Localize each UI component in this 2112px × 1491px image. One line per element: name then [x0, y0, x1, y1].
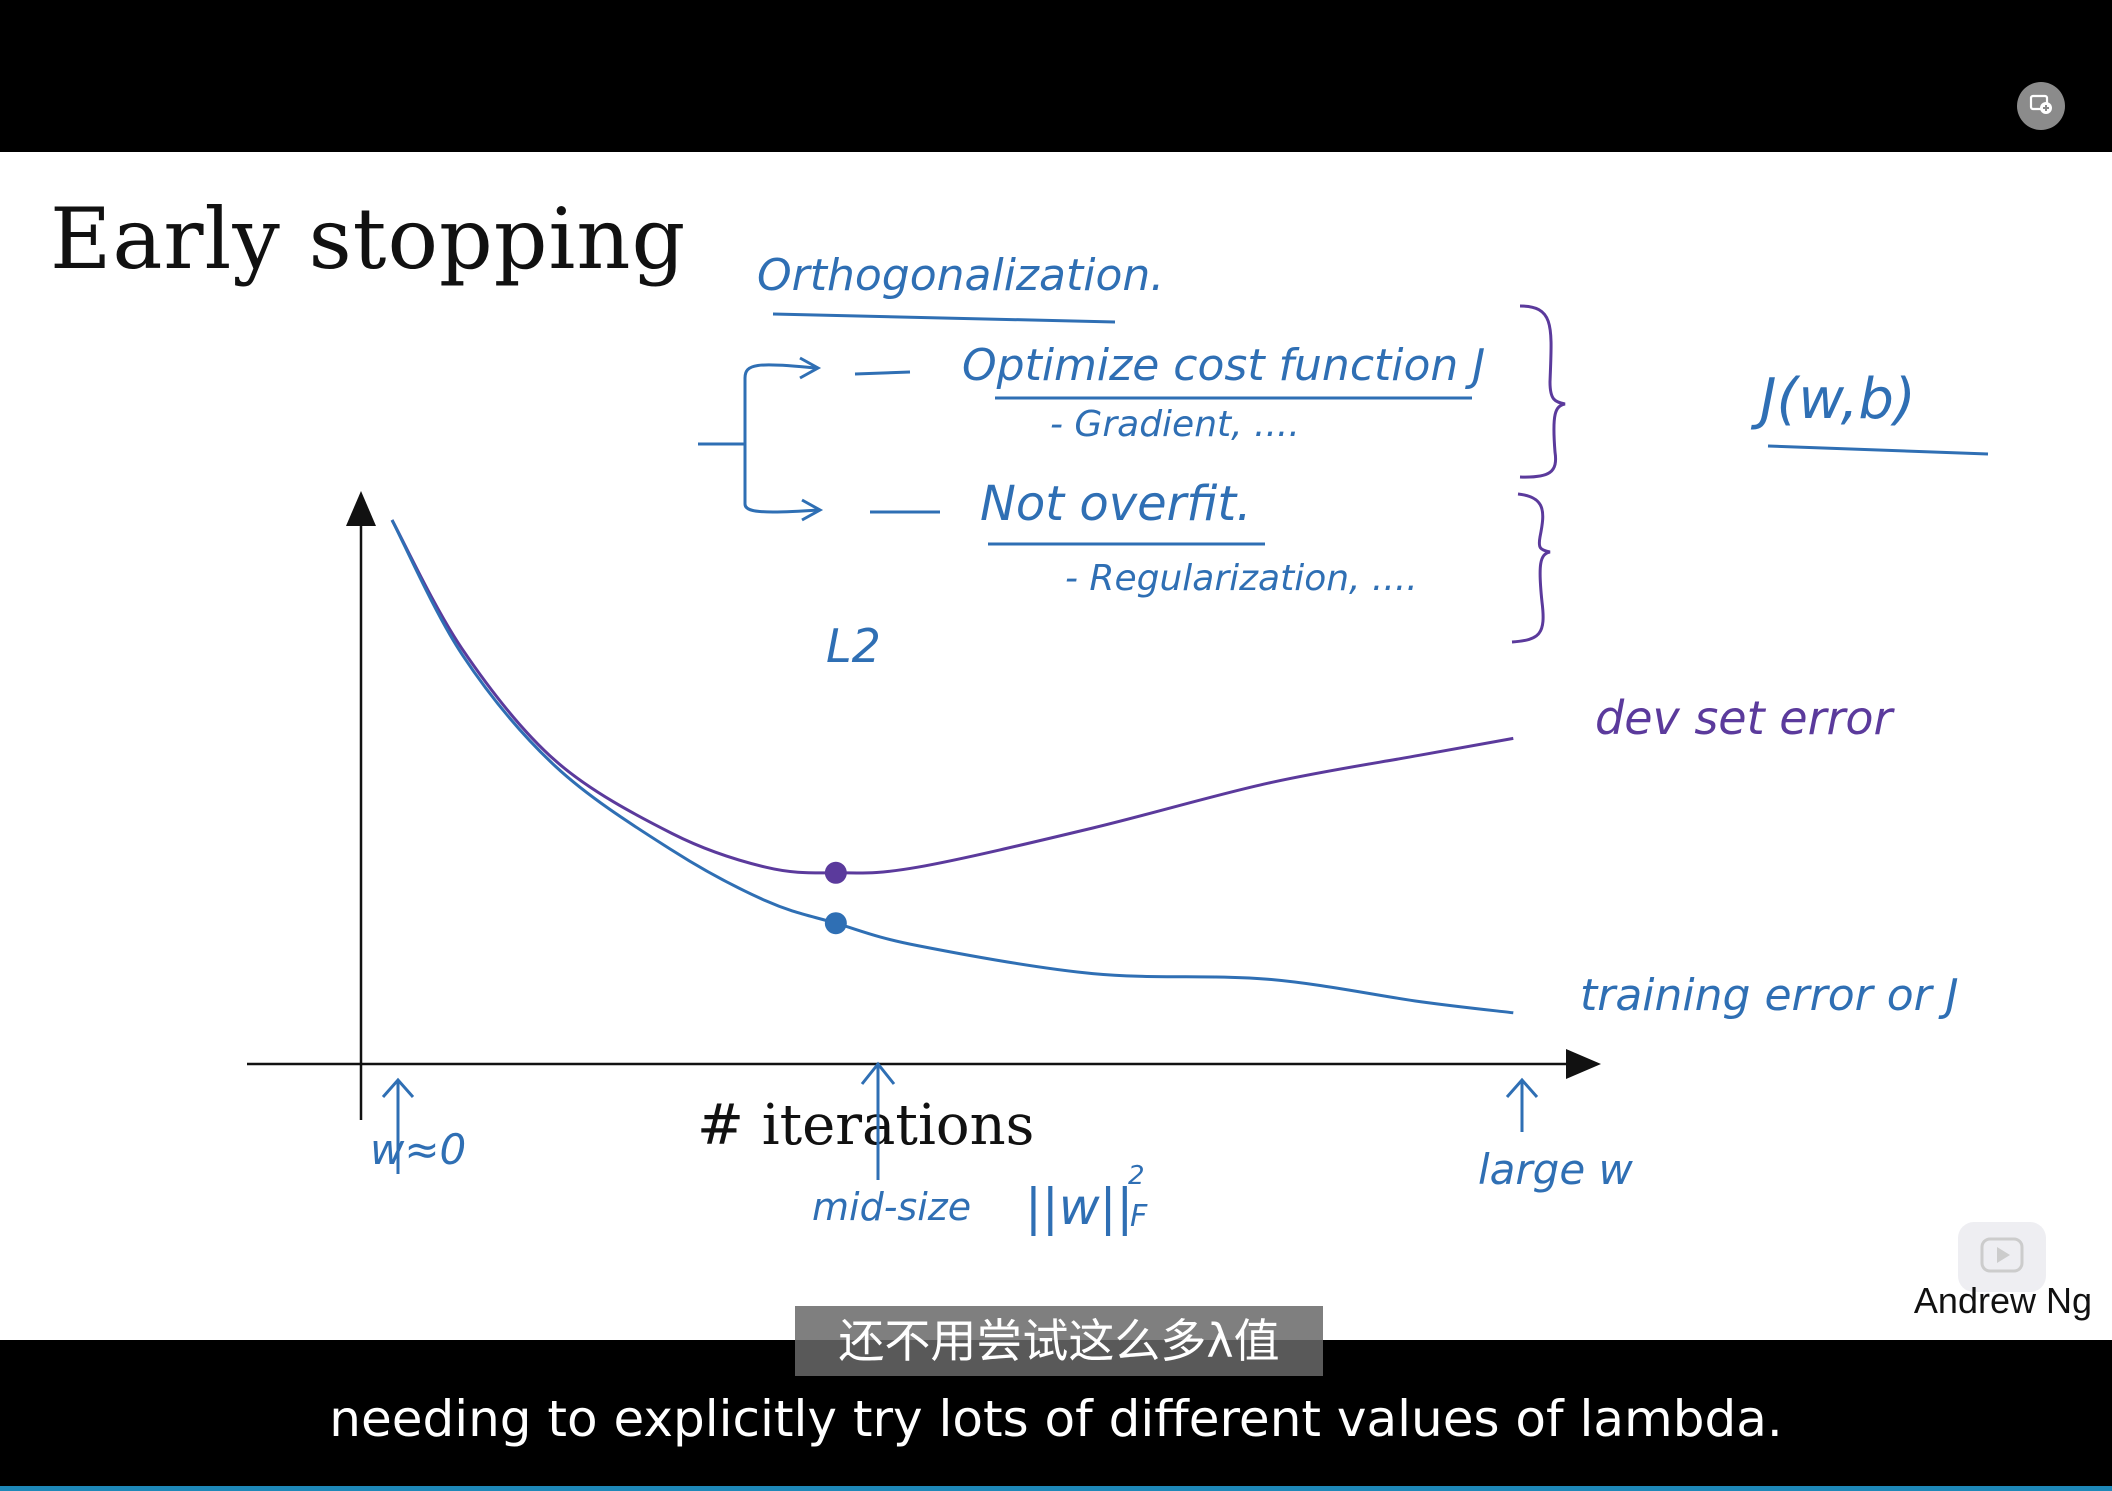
training-error-label: training error or J [1580, 970, 1959, 1021]
gradient-label: - Gradient, .... [1050, 404, 1300, 445]
orthogonalization-label: Orthogonalization. [757, 250, 1164, 301]
picture-in-picture-icon [2028, 91, 2054, 121]
large-w-label: large w [1478, 1145, 1634, 1194]
chinese-subtitle: 还不用尝试这么多λ值 [838, 1314, 1280, 1368]
dash-1 [854, 370, 911, 376]
slide-title: Early stopping [50, 190, 687, 288]
dev-error-marker [824, 861, 847, 884]
dev-set-error-label: dev set error [1595, 691, 1896, 745]
play-logo-icon [1980, 1237, 2024, 1277]
picture-in-picture-button[interactable] [2017, 82, 2065, 130]
large-w-arrow [1505, 1077, 1539, 1132]
right-brace-top [1519, 304, 1566, 479]
norm-superscript: 2 [1128, 1161, 1145, 1191]
norm-label: ||w|| [1025, 1178, 1133, 1236]
english-subtitle: needing to explicitly try lots of differ… [329, 1390, 1783, 1448]
branch-bracket [698, 363, 819, 514]
mid-size-arrow [860, 1061, 896, 1180]
norm-subscript: F [1130, 1199, 1148, 1234]
slide-credit: Andrew Ng [1913, 1280, 2092, 1321]
regularization-label: - Regularization, .... [1065, 558, 1418, 599]
video-progress-bar[interactable] [0, 1486, 2112, 1491]
train-error-marker [824, 912, 847, 935]
w-zero-arrow [381, 1077, 415, 1174]
x-axis-label: # iterations [697, 1093, 1034, 1158]
slide-drawing: # iterations w≈0 mid-size ||w|| 2 F larg… [247, 250, 1989, 1236]
cost-function-label: J(w,b) [1750, 367, 1916, 432]
branch-arrow-bottom [801, 498, 824, 522]
cost-function-underline [1767, 444, 1989, 456]
player-logo [1958, 1222, 2046, 1292]
l2-label: L2 [826, 619, 881, 673]
not-overfit-label: Not overfit. [980, 476, 1251, 532]
lecture-slide: Early stopping # iterations w≈0 mid-size [0, 152, 2112, 1340]
optimize-label: Optimize cost function J [962, 340, 1485, 391]
branch-arrow-top [799, 356, 822, 380]
video-top-bar [0, 0, 2112, 152]
right-brace-bottom [1511, 492, 1551, 644]
w-zero-label: w≈0 [370, 1125, 466, 1174]
chinese-subtitle-background [795, 1306, 1323, 1376]
mid-size-label: mid-size [812, 1185, 971, 1229]
orthogonalization-underline [772, 312, 1116, 324]
